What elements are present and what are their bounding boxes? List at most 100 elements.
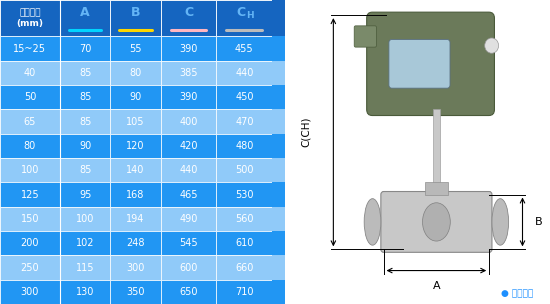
Text: 115: 115 xyxy=(76,263,95,272)
Text: 65: 65 xyxy=(24,117,36,126)
Bar xyxy=(161,36,217,61)
Text: 105: 105 xyxy=(126,117,145,126)
Bar xyxy=(272,134,285,158)
Bar xyxy=(60,207,110,231)
Text: 140: 140 xyxy=(126,165,145,175)
Text: 85: 85 xyxy=(79,117,91,126)
Bar xyxy=(110,280,161,304)
Text: 465: 465 xyxy=(179,190,198,199)
Bar xyxy=(272,255,285,280)
Text: B: B xyxy=(131,6,140,19)
Text: 130: 130 xyxy=(76,287,94,297)
Text: 100: 100 xyxy=(21,165,39,175)
Bar xyxy=(217,231,272,255)
Text: 710: 710 xyxy=(235,287,254,297)
Bar xyxy=(60,158,110,182)
Bar xyxy=(60,134,110,158)
Text: 420: 420 xyxy=(179,141,198,151)
Bar xyxy=(0,182,60,207)
Bar xyxy=(217,158,272,182)
Text: C(CH): C(CH) xyxy=(301,117,311,147)
Bar xyxy=(217,207,272,231)
Bar xyxy=(60,280,110,304)
Bar xyxy=(217,255,272,280)
Text: 400: 400 xyxy=(179,117,197,126)
Bar xyxy=(161,182,217,207)
Text: 560: 560 xyxy=(235,214,254,224)
Bar xyxy=(110,36,161,61)
Text: 102: 102 xyxy=(76,238,95,248)
Bar xyxy=(0,36,60,61)
Bar xyxy=(60,182,110,207)
Bar xyxy=(0,280,60,304)
Bar xyxy=(432,109,441,188)
Text: 480: 480 xyxy=(235,141,254,151)
Bar xyxy=(217,182,272,207)
Text: 500: 500 xyxy=(235,165,254,175)
Bar xyxy=(110,61,161,85)
Text: 600: 600 xyxy=(179,263,197,272)
Ellipse shape xyxy=(485,38,499,53)
Bar xyxy=(161,158,217,182)
Bar xyxy=(272,158,285,182)
Bar xyxy=(161,280,217,304)
Text: 100: 100 xyxy=(76,214,94,224)
Bar xyxy=(60,255,110,280)
Bar xyxy=(60,0,110,36)
Bar xyxy=(110,109,161,134)
Text: 200: 200 xyxy=(21,238,39,248)
Text: 85: 85 xyxy=(79,165,91,175)
Text: 40: 40 xyxy=(24,68,36,78)
Text: 385: 385 xyxy=(179,68,198,78)
Bar xyxy=(110,255,161,280)
Bar xyxy=(272,109,285,134)
Text: A: A xyxy=(433,281,440,291)
Bar xyxy=(60,61,110,85)
Text: 85: 85 xyxy=(79,92,91,102)
Bar xyxy=(0,0,60,36)
Text: 610: 610 xyxy=(235,238,254,248)
Bar xyxy=(217,134,272,158)
Bar xyxy=(272,207,285,231)
Bar xyxy=(161,231,217,255)
Text: 490: 490 xyxy=(179,214,197,224)
Text: 50: 50 xyxy=(24,92,36,102)
Bar xyxy=(60,109,110,134)
Bar xyxy=(272,280,285,304)
Text: B: B xyxy=(535,217,543,227)
Text: 350: 350 xyxy=(126,287,145,297)
Bar xyxy=(161,61,217,85)
Bar xyxy=(217,61,272,85)
Text: 440: 440 xyxy=(235,68,254,78)
Bar xyxy=(0,85,60,109)
Bar xyxy=(110,134,161,158)
Bar xyxy=(110,207,161,231)
Text: 168: 168 xyxy=(126,190,145,199)
Text: 455: 455 xyxy=(235,44,254,54)
Text: 95: 95 xyxy=(79,190,91,199)
Bar xyxy=(0,231,60,255)
Text: 300: 300 xyxy=(126,263,145,272)
Bar xyxy=(0,158,60,182)
Bar xyxy=(161,255,217,280)
Bar xyxy=(161,109,217,134)
Bar xyxy=(425,182,448,195)
Text: 660: 660 xyxy=(235,263,254,272)
Bar xyxy=(60,36,110,61)
Text: 250: 250 xyxy=(21,263,39,272)
Bar xyxy=(272,182,285,207)
Text: 470: 470 xyxy=(235,117,254,126)
Text: 15~25: 15~25 xyxy=(13,44,46,54)
Bar xyxy=(110,182,161,207)
Text: 120: 120 xyxy=(126,141,145,151)
Bar xyxy=(217,85,272,109)
Text: 125: 125 xyxy=(21,190,39,199)
FancyBboxPatch shape xyxy=(354,26,376,47)
FancyBboxPatch shape xyxy=(389,40,450,88)
Bar xyxy=(110,85,161,109)
Text: H: H xyxy=(246,11,254,20)
Bar xyxy=(272,0,285,36)
Bar xyxy=(110,158,161,182)
Text: 仪表口径
(mm): 仪表口径 (mm) xyxy=(16,9,43,28)
Bar xyxy=(161,207,217,231)
